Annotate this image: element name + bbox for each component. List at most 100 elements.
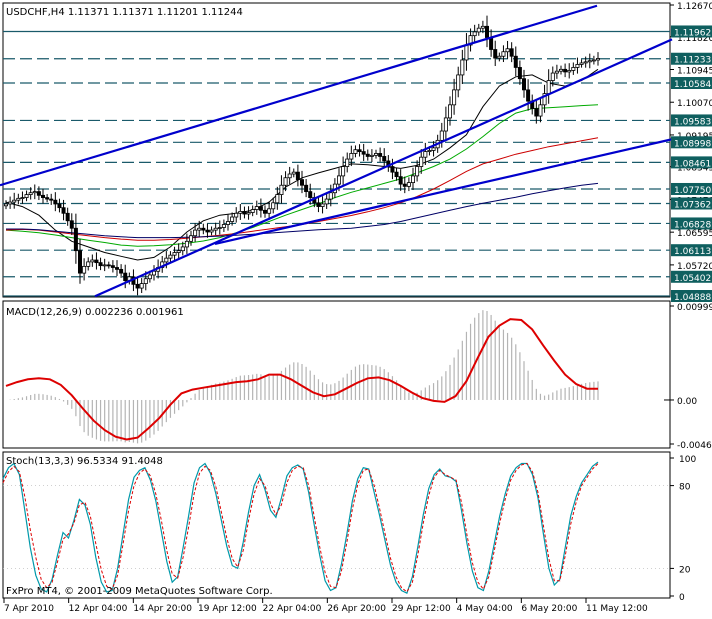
stoch-tick-label-3: 0	[679, 593, 685, 603]
price-tick-label-2: 1.10945	[677, 67, 712, 77]
candle-body-39	[164, 257, 169, 263]
macd-signal-line	[5, 318, 598, 441]
level-label-1: 1.11233	[674, 56, 711, 66]
candle-body-58	[242, 211, 247, 215]
macd-axis: 0.00999 0.00 -0.00468	[664, 303, 712, 451]
level-label-box-0	[671, 25, 712, 38]
candle-body-101	[419, 156, 424, 167]
candle-body-137	[567, 70, 572, 73]
candle-body-51	[213, 227, 218, 231]
copyright-text: FxPro MT4, © 2001-2009 MetaQuotes Softwa…	[6, 586, 273, 597]
level-labels: 1.11962 1.11233 1.10584 1.09583 1.08998 1.084…	[671, 25, 712, 303]
candle-body-72	[299, 179, 304, 186]
candle-body-32	[135, 283, 140, 289]
candle-body-119	[493, 49, 498, 59]
candle-body-36	[151, 270, 156, 276]
level-label-box-7	[671, 197, 712, 210]
candle-body-21	[90, 259, 95, 263]
candle-body-10	[45, 197, 50, 200]
trendlines	[0, 4, 673, 298]
candle-body-84	[349, 153, 354, 160]
candle-body-106	[439, 130, 444, 141]
candle-body-132	[546, 80, 551, 95]
candle-body-41	[172, 252, 177, 256]
candle-body-1	[8, 201, 13, 205]
candle-body-139	[575, 64, 580, 68]
candle-body-96	[398, 176, 403, 185]
level-label-box-11	[671, 290, 712, 302]
level-label-7: 1.07362	[674, 200, 711, 210]
candle-body-143	[591, 59, 596, 62]
candle-body-34	[143, 278, 148, 284]
level-label-box-4	[671, 136, 712, 149]
candle-body-27	[115, 267, 120, 270]
candle-body-130	[538, 104, 543, 117]
time-tick-label-0: 7 Apr 2010	[4, 604, 54, 614]
level-label-box-5	[671, 156, 712, 169]
level-label-box-2	[671, 77, 712, 90]
time-tick-label-4: 22 Apr 04:00	[263, 604, 322, 614]
candle-body-15	[65, 212, 70, 222]
candle-body-28	[119, 268, 124, 274]
candle-body-16	[69, 220, 74, 229]
time-tick-label-9: 11 May 12:00	[586, 604, 648, 614]
candle-body-29	[123, 272, 128, 281]
stoch-panel-frame	[2, 451, 671, 599]
candle-body-116	[480, 25, 485, 29]
macd-tick-label-1: 0.00	[677, 397, 697, 407]
candle-body-118	[489, 37, 494, 50]
level-label-11: 1.04888	[674, 293, 711, 303]
candle-body-140	[579, 62, 584, 65]
candle-body-48	[201, 227, 206, 231]
candle-body-49	[205, 229, 210, 233]
candle-body-17	[73, 227, 78, 252]
candle-body-100	[415, 166, 420, 177]
trendline-0	[0, 4, 598, 187]
candle-body-70	[291, 171, 296, 175]
candle-body-134	[554, 70, 559, 74]
candle-body-54	[225, 221, 230, 225]
candle-body-83	[345, 158, 350, 167]
candle-body-123	[509, 48, 514, 57]
candle-body-5	[24, 194, 29, 198]
price-tick-label-1: 1.11820	[677, 34, 712, 44]
candle-body-90	[373, 153, 378, 156]
candle-body-82	[341, 166, 346, 177]
macd-panel-title: MACD(12,26,9) 0.002236 0.001961	[6, 307, 184, 318]
candle-body-115	[476, 27, 481, 33]
level-label-2: 1.10584	[674, 80, 711, 90]
candle-body-86	[357, 149, 362, 152]
candle-body-95	[394, 171, 399, 178]
candle-body-46	[193, 229, 198, 237]
time-tick-label-8: 6 May 20:00	[521, 604, 577, 614]
candle-body-126	[522, 78, 527, 91]
candle-body-53	[221, 224, 226, 228]
candle-body-74	[308, 191, 313, 198]
trendline-1	[94, 38, 673, 298]
candle-body-60	[250, 209, 255, 213]
candle-body-88	[365, 153, 370, 157]
price-tick-label-7: 1.06595	[677, 229, 712, 239]
level-label-8: 1.06828	[674, 220, 711, 230]
candle-body-61	[254, 206, 259, 210]
candle-body-7	[32, 191, 37, 194]
candlesticks	[4, 15, 601, 296]
candle-body-23	[98, 262, 103, 267]
candle-body-112	[464, 44, 469, 61]
candle-body-50	[209, 229, 214, 233]
candle-body-25	[106, 264, 111, 267]
candle-body-69	[287, 173, 292, 179]
candle-body-56	[234, 212, 239, 218]
level-label-6: 1.07750	[674, 186, 711, 196]
price-tick-label-5: 1.08345	[677, 164, 712, 174]
level-label-10: 1.05402	[674, 274, 711, 284]
candle-body-14	[61, 207, 66, 214]
candle-body-9	[41, 194, 46, 198]
stoch-tick-label-0: 100	[679, 455, 696, 465]
candle-body-68	[283, 177, 288, 186]
candle-body-136	[563, 68, 568, 73]
candle-body-0	[4, 203, 9, 207]
